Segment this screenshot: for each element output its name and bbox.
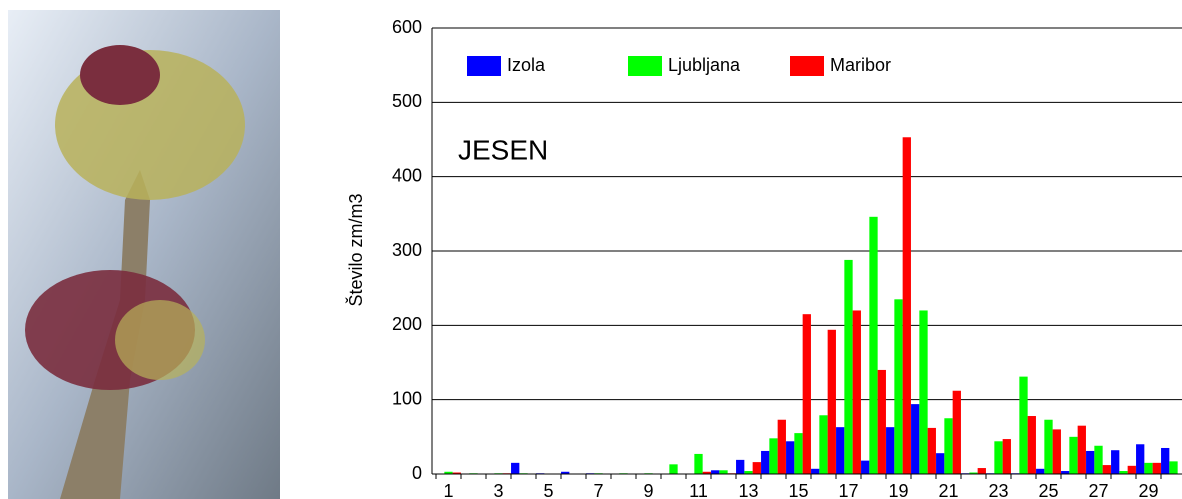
bar (1077, 425, 1086, 474)
bar (777, 419, 786, 474)
bar (1086, 450, 1095, 474)
bar (952, 390, 961, 474)
y-tick-label: 500 (392, 91, 422, 111)
bar (1061, 471, 1070, 474)
bar (1169, 461, 1178, 474)
bar (1019, 376, 1028, 474)
x-tick-label: 3 (493, 481, 503, 499)
y-tick-label: 0 (412, 463, 422, 483)
legend-swatch (467, 56, 501, 76)
y-tick-label: 600 (392, 17, 422, 37)
bar (794, 433, 803, 474)
bar (844, 259, 853, 474)
bar (819, 415, 828, 474)
bar (694, 453, 703, 474)
bar (936, 453, 945, 474)
bar (1036, 468, 1045, 474)
bar (444, 471, 453, 474)
bar (994, 441, 1003, 474)
bar (911, 404, 920, 474)
bar (769, 438, 778, 474)
y-axis-title: Število zm/m3 (345, 193, 366, 306)
x-tick-label: 7 (593, 481, 603, 499)
annotation: JESEN (458, 134, 548, 165)
x-tick-label: 19 (888, 481, 908, 499)
x-tick-label: 13 (738, 481, 758, 499)
bar (836, 427, 845, 474)
x-tick-label: 21 (938, 481, 958, 499)
bar (1136, 444, 1145, 474)
bar (886, 427, 895, 474)
y-tick-label: 400 (392, 165, 422, 185)
x-tick-label: 25 (1038, 481, 1058, 499)
bar (811, 468, 820, 474)
y-tick-label: 200 (392, 314, 422, 334)
bar (1027, 416, 1036, 474)
bar (744, 471, 753, 474)
y-tick-label: 300 (392, 240, 422, 260)
bar (1102, 465, 1111, 474)
bar (1052, 429, 1061, 474)
bar (902, 137, 911, 474)
bar (736, 459, 745, 474)
bar (869, 216, 878, 474)
photo (8, 10, 280, 499)
x-tick-label: 23 (988, 481, 1008, 499)
bar (561, 471, 570, 474)
bar (719, 470, 728, 474)
bar (894, 299, 903, 474)
bar (1044, 419, 1053, 474)
bar (861, 460, 870, 474)
bar (1152, 462, 1161, 474)
bar (1119, 471, 1128, 474)
bar (752, 462, 761, 474)
bar (669, 464, 678, 474)
bar (511, 462, 520, 474)
bar (1161, 447, 1170, 474)
legend-swatch (790, 56, 824, 76)
bar (877, 369, 886, 474)
bar (1094, 445, 1103, 474)
bar (827, 329, 836, 474)
bar (1111, 450, 1120, 474)
bar (761, 450, 770, 474)
y-tick-label: 100 (392, 388, 422, 408)
x-tick-label: 9 (643, 481, 653, 499)
legend-label: Maribor (830, 55, 891, 75)
x-tick-label: 1 (443, 481, 453, 499)
bar (969, 472, 978, 474)
bar (1144, 462, 1153, 474)
x-tick-label: 27 (1088, 481, 1108, 499)
bar (1069, 436, 1078, 474)
legend-label: Izola (507, 55, 546, 75)
bar (852, 310, 861, 474)
bar (452, 472, 461, 474)
bar (944, 418, 953, 474)
legend-swatch (628, 56, 662, 76)
bar (711, 470, 720, 474)
legend-label: Ljubljana (668, 55, 741, 75)
x-tick-label: 29 (1138, 481, 1158, 499)
x-tick-label: 17 (838, 481, 858, 499)
bar (786, 441, 795, 474)
bar (702, 471, 711, 474)
x-tick-label: 5 (543, 481, 553, 499)
x-tick-label: 11 (689, 481, 708, 499)
bar (919, 310, 928, 474)
bar (802, 314, 811, 474)
bar (1002, 439, 1011, 474)
bar (977, 468, 986, 474)
bar (927, 427, 936, 474)
bar (1127, 465, 1136, 474)
x-tick-label: 15 (788, 481, 808, 499)
